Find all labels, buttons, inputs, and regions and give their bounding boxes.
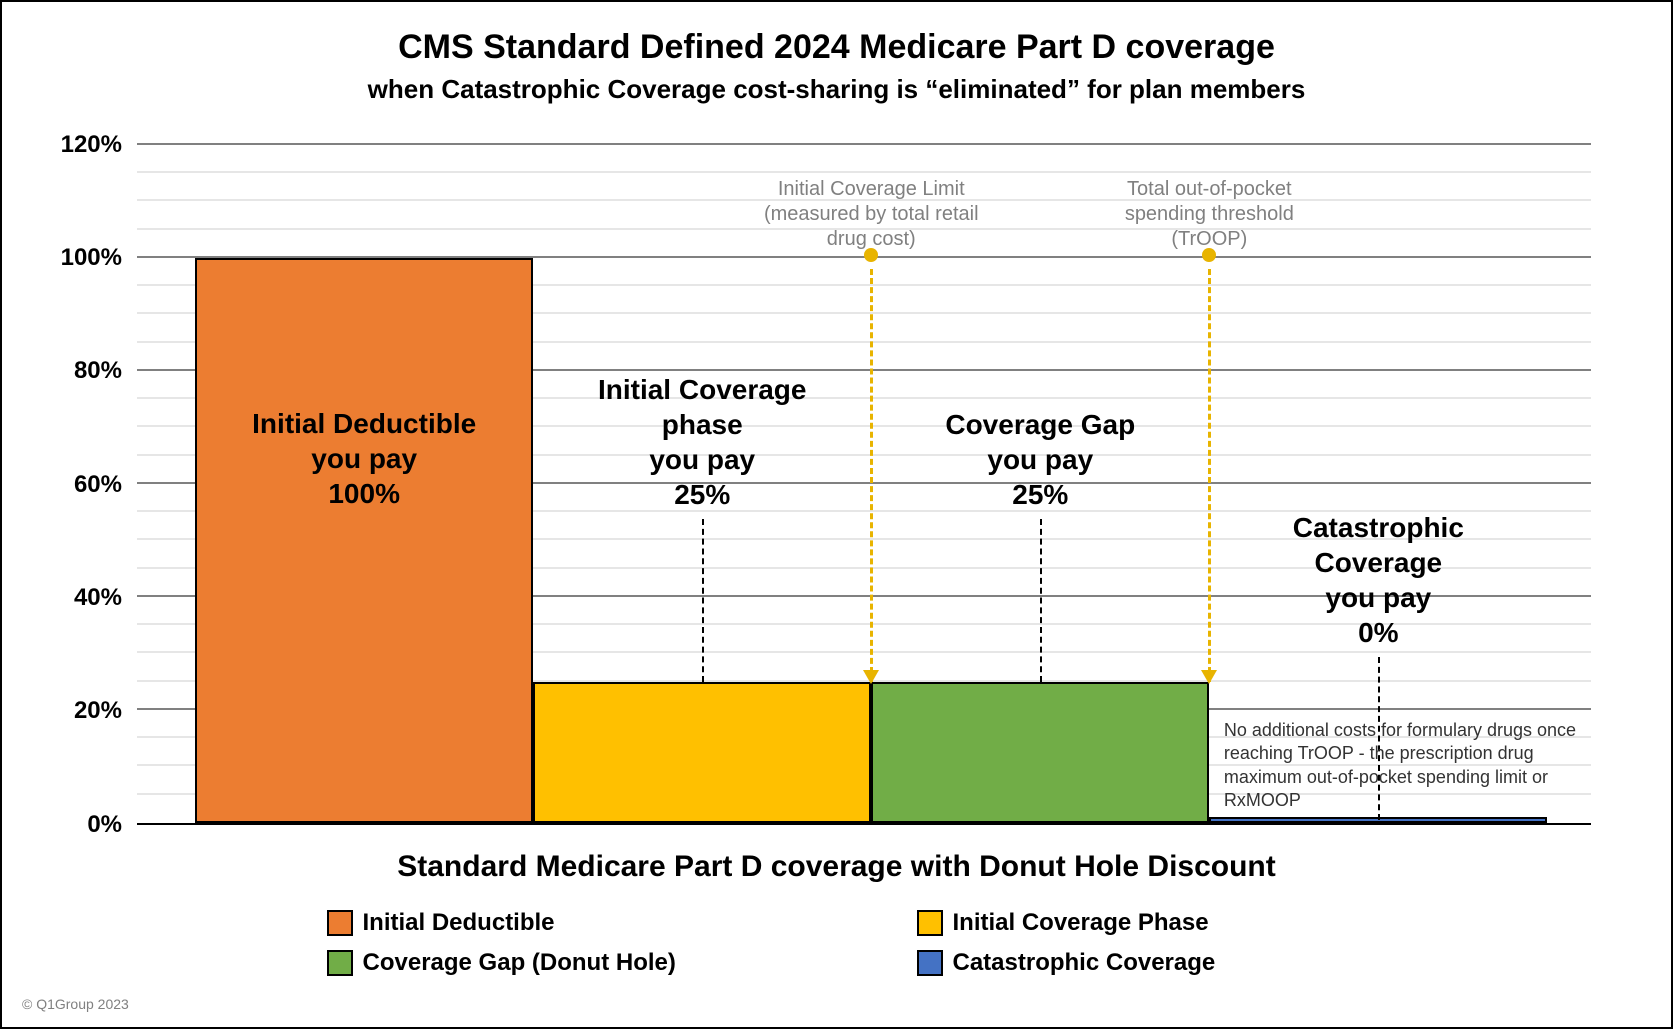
legend-swatch-icon xyxy=(917,950,943,976)
bar-initial xyxy=(533,682,871,823)
y-axis: 0%20%40%60%80%100%120% xyxy=(42,145,132,825)
legend-item: Initial Coverage Phase xyxy=(917,909,1347,937)
legend: Initial Deductible Initial Coverage Phase… xyxy=(237,909,1437,977)
bar-label-gap: Coverage Gap you pay 25% xyxy=(842,407,1238,512)
legend-swatch-icon xyxy=(327,910,353,936)
titles: CMS Standard Defined 2024 Medicare Part … xyxy=(42,27,1631,105)
threshold-annotation: Total out-of-pocket spending threshold (… xyxy=(1035,177,1384,252)
threshold-line xyxy=(1208,269,1211,681)
y-tick-label: 120% xyxy=(61,131,122,159)
legend-item: Catastrophic Coverage xyxy=(917,949,1347,977)
threshold-arrow-icon xyxy=(863,670,879,684)
chart-subtitle: when Catastrophic Coverage cost-sharing … xyxy=(42,74,1631,105)
bar-deductible xyxy=(195,258,533,823)
y-tick-label: 100% xyxy=(61,244,122,272)
y-tick-label: 80% xyxy=(74,357,122,385)
leader-line-gap xyxy=(1040,519,1042,682)
footnote-text: No additional costs for formulary drugs … xyxy=(1224,719,1591,813)
copyright-text: © Q1Group 2023 xyxy=(22,996,129,1012)
legend-item: Coverage Gap (Donut Hole) xyxy=(327,949,757,977)
y-tick-label: 0% xyxy=(87,811,122,839)
legend-label: Coverage Gap (Donut Hole) xyxy=(363,949,676,977)
y-tick-label: 20% xyxy=(74,697,122,725)
leader-line-initial xyxy=(702,519,704,682)
legend-swatch-icon xyxy=(917,910,943,936)
legend-label: Initial Coverage Phase xyxy=(953,909,1209,937)
chart-title: CMS Standard Defined 2024 Medicare Part … xyxy=(42,27,1631,68)
threshold-arrow-icon xyxy=(1201,670,1217,684)
bar-gap xyxy=(871,682,1209,823)
gridline-minor xyxy=(137,171,1591,173)
y-tick-label: 40% xyxy=(74,584,122,612)
plot-area: Initial Deductible you pay 100%Initial C… xyxy=(137,145,1591,825)
threshold-line xyxy=(870,269,873,681)
bar-label-deductible: Initial Deductible you pay 100% xyxy=(166,406,562,511)
x-axis-title: Standard Medicare Part D coverage with D… xyxy=(42,850,1631,884)
threshold-annotation: Initial Coverage Limit (measured by tota… xyxy=(697,177,1046,252)
legend-label: Catastrophic Coverage xyxy=(953,949,1216,977)
legend-item: Initial Deductible xyxy=(327,909,757,937)
bar-label-catastrophic: Catastrophic Coverage you pay 0% xyxy=(1180,510,1576,650)
legend-label: Initial Deductible xyxy=(363,909,555,937)
bar-label-initial: Initial Coverage phase you pay 25% xyxy=(504,372,900,512)
legend-swatch-icon xyxy=(327,950,353,976)
chart-container: CMS Standard Defined 2024 Medicare Part … xyxy=(0,0,1673,1029)
gridline-major xyxy=(137,143,1591,145)
chart-plot-wrapper: 0%20%40%60%80%100%120% Initial Deductibl… xyxy=(42,145,1631,825)
y-tick-label: 60% xyxy=(74,471,122,499)
